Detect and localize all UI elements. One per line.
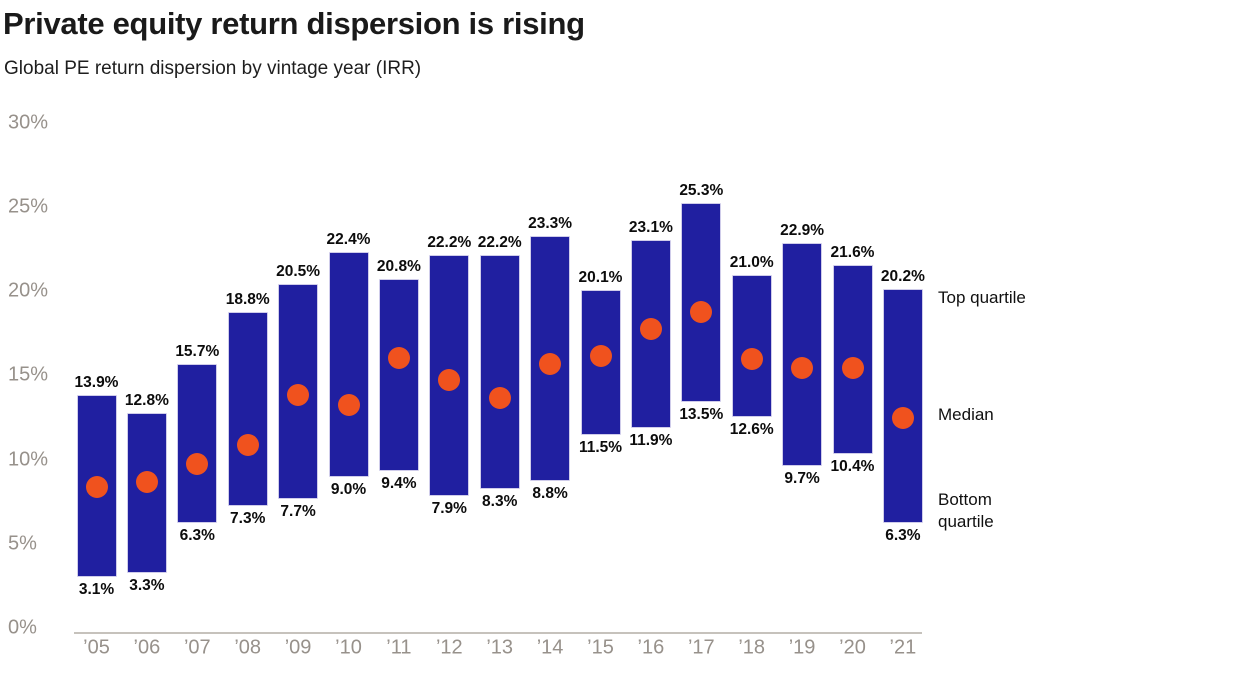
median-dot [589,345,612,368]
bottom-quartile-value-label: 8.8% [532,484,568,502]
x-axis-year-label: ’16 [637,636,665,659]
range-bar [328,251,369,478]
top-quartile-value-label: 21.6% [830,244,875,262]
median-dot [287,383,310,406]
bottom-quartile-value-label: 7.7% [280,503,316,521]
x-axis-year-label: ’08 [234,636,262,659]
range-bar [782,243,823,466]
median-dot [740,348,763,371]
top-quartile-value-label: 18.8% [225,291,270,309]
range-bar [126,413,167,574]
bottom-quartile-value-label: 11.9% [629,432,673,450]
bottom-quartile-value-label: 9.4% [381,474,417,492]
legend-median-label: Median [938,405,994,424]
chart-subtitle: Global PE return dispersion by vintage y… [4,58,422,79]
top-quartile-value-label: 25.3% [679,181,724,199]
x-axis-year-label: ’06 [133,636,161,659]
bottom-quartile-value-label: 3.1% [78,580,115,598]
median-dot [387,346,410,369]
y-axis-tick-label: 10% [8,447,49,470]
bottom-quartile-value-label: 10.4% [830,457,875,475]
median-dot [85,476,108,499]
top-quartile-value-label: 20.2% [880,267,925,285]
median-dot [488,387,511,410]
x-axis-year-label: ’18 [738,636,766,659]
median-dot [791,356,814,379]
top-quartile-value-label: 21.0% [729,254,774,272]
top-quartile-value-label: 23.1% [628,218,673,236]
top-quartile-value-label: 20.1% [578,269,623,287]
median-dot [841,356,864,379]
y-axis-tick-label: 20% [8,279,49,302]
x-axis-year-label: ’13 [486,636,514,659]
top-quartile-value-label: 13.9% [74,373,119,391]
x-axis-year-label: ’21 [889,636,917,659]
median-dot [539,353,562,376]
top-quartile-value-label: 22.2% [477,233,522,251]
top-quartile-value-label: 12.8% [124,392,169,410]
legend-top-quartile-label: Top quartile [938,288,1026,307]
x-axis-year-label: ’12 [435,636,463,659]
x-axis-year-label: ’20 [839,636,866,659]
y-axis-tick-label: 5% [8,532,37,555]
bottom-quartile-value-label: 9.0% [330,481,367,499]
median-dot [639,318,662,341]
x-axis-year-label: ’09 [284,636,312,659]
median-dot [135,471,158,494]
top-quartile-value-label: 20.8% [376,257,421,275]
bottom-quartile-value-label: 8.3% [482,493,518,511]
range-bar [479,254,520,490]
bottom-quartile-value-label: 7.3% [230,509,266,527]
x-axis-line [74,632,922,634]
range-bar [378,278,419,471]
x-axis-year-label: ’19 [788,636,816,659]
top-quartile-value-label: 15.7% [175,343,220,361]
page-title: Private equity return dispersion is risi… [3,6,585,41]
x-axis-year-label: ’14 [536,636,564,659]
top-quartile-value-label: 22.9% [780,222,825,240]
median-dot [337,393,360,416]
median-dot [186,452,209,475]
bottom-quartile-value-label: 13.5% [679,405,724,423]
median-dot [236,434,259,457]
x-axis-year-label: ’07 [183,636,211,659]
bottom-quartile-value-label: 6.3% [179,526,215,544]
median-dot [891,407,914,430]
range-bar [227,312,268,506]
y-axis-tick-label: 0% [8,616,37,639]
median-dot [690,301,713,324]
median-dot [438,368,461,391]
x-axis-year-label: ’10 [335,636,362,659]
y-axis-tick-label: 30% [8,110,49,133]
range-bar [731,275,772,417]
bottom-quartile-value-label: 6.3% [885,526,921,544]
y-axis-tick-label: 15% [8,363,49,386]
bottom-quartile-value-label: 12.6% [729,420,774,438]
top-quartile-value-label: 22.2% [427,233,472,251]
y-axis-tick-label: 25% [8,195,49,218]
top-quartile-value-label: 20.5% [276,262,321,280]
x-axis-year-label: ’17 [687,636,715,659]
range-bar [177,364,218,523]
bottom-quartile-value-label: 7.9% [431,499,467,517]
top-quartile-value-label: 22.4% [326,230,371,248]
bottom-quartile-value-label: 11.5% [578,439,623,457]
top-quartile-value-label: 23.3% [528,215,573,233]
x-axis-year-label: ’15 [587,636,614,659]
legend-bottom-quartile-label: Bottom quartile [938,490,994,531]
x-axis-year-label: ’11 [386,636,412,659]
x-axis-year-label: ’05 [83,636,110,659]
bottom-quartile-value-label: 9.7% [784,469,820,487]
bottom-quartile-value-label: 3.3% [129,577,165,595]
range-bar [882,288,923,523]
